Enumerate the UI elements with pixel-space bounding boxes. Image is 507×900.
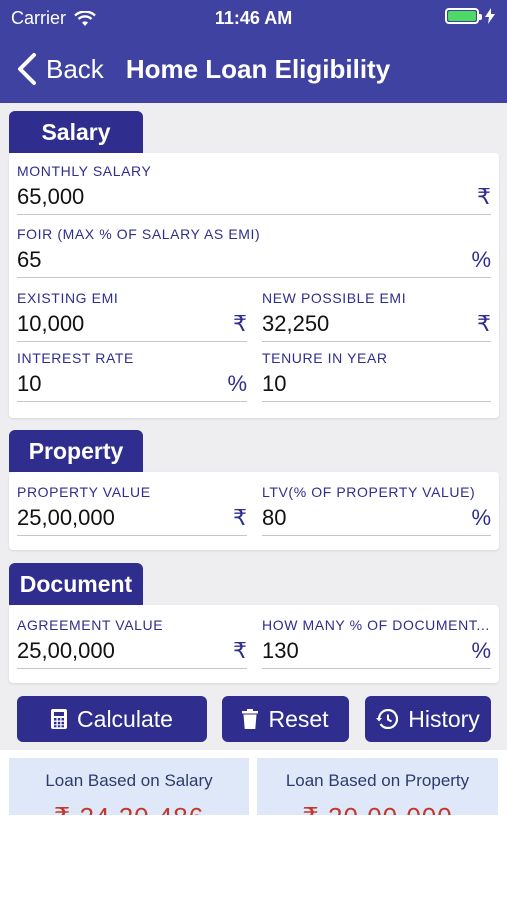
page-title: Home Loan Eligibility	[125, 53, 391, 84]
agreement-value-input[interactable]: 25,00,000	[17, 637, 115, 663]
charging-bolt-icon	[485, 8, 495, 24]
ltv-field[interactable]: LTV(% OF PROPERTY VALUE) 80 %	[262, 484, 491, 536]
percent-icon: %	[471, 504, 491, 530]
interest-rate-field[interactable]: INTEREST RATE 10 %	[17, 350, 247, 402]
status-time: 11:46 AM	[214, 8, 293, 28]
field-label: FOIR (MAX % OF SALARY AS EMI)	[17, 226, 261, 242]
tenure-field[interactable]: TENURE IN YEAR 10	[262, 350, 491, 402]
result-title: Loan Based on Salary	[45, 771, 213, 790]
monthly-salary-field[interactable]: MONTHLY SALARY 65,000 ₹	[17, 163, 491, 215]
property-value-field[interactable]: PROPERTY VALUE 25,00,000 ₹	[17, 484, 247, 536]
field-label: AGREEMENT VALUE	[17, 617, 164, 633]
property-card: PROPERTY VALUE 25,00,000 ₹ LTV(% OF PROP…	[9, 472, 499, 550]
field-label: TENURE IN YEAR	[262, 350, 388, 366]
field-label: INTEREST RATE	[17, 350, 134, 366]
field-label: PROPERTY VALUE	[17, 484, 151, 500]
existing-emi-input[interactable]: 10,000	[17, 310, 85, 336]
reset-button[interactable]: Reset	[222, 696, 349, 742]
tenure-input[interactable]: 10	[262, 370, 287, 396]
history-label: History	[408, 705, 480, 732]
result-value: ₹ 24,20,486	[9, 802, 249, 815]
monthly-salary-input[interactable]: 65,000	[17, 183, 85, 209]
field-label: HOW MANY % OF DOCUMENT...	[262, 617, 490, 633]
status-bar: Carrier 11:46 AM	[0, 0, 507, 36]
result-value: ₹ 20,00,000	[257, 802, 498, 815]
existing-emi-field[interactable]: EXISTING EMI 10,000 ₹	[17, 290, 247, 342]
foir-input[interactable]: 65	[17, 246, 42, 272]
new-possible-emi-field[interactable]: NEW POSSIBLE EMI 32,250 ₹	[262, 290, 491, 342]
percent-icon: %	[227, 370, 247, 396]
rupee-icon: ₹	[477, 183, 491, 209]
interest-rate-input[interactable]: 10	[17, 370, 42, 396]
result-card-salary: Loan Based on Salary ₹ 24,20,486	[9, 758, 249, 815]
agreement-value-field[interactable]: AGREEMENT VALUE 25,00,000 ₹	[17, 617, 247, 669]
back-button[interactable]: Back	[0, 51, 104, 87]
reset-label: Reset	[268, 705, 329, 732]
rupee-icon: ₹	[477, 310, 491, 336]
carrier-label: Carrier	[11, 8, 67, 28]
section-tab-salary: Salary	[9, 111, 143, 153]
result-title: Loan Based on Property	[285, 771, 470, 790]
rupee-icon: ₹	[233, 504, 247, 530]
back-label: Back	[46, 53, 104, 84]
document-card: AGREEMENT VALUE 25,00,000 ₹ HOW MANY % O…	[9, 605, 499, 683]
new-possible-emi-input[interactable]: 32,250	[262, 310, 330, 336]
header: Carrier 11:46 AM Back Home Loan Eligibil…	[0, 0, 507, 103]
field-label: NEW POSSIBLE EMI	[262, 290, 407, 306]
field-label: MONTHLY SALARY	[17, 163, 152, 179]
calculate-label: Calculate	[77, 705, 173, 732]
percent-icon: %	[471, 246, 491, 272]
document-percent-input[interactable]: 130	[262, 637, 299, 663]
calculator-icon	[51, 709, 68, 729]
result-card-property: Loan Based on Property ₹ 20,00,000	[257, 758, 498, 815]
wifi-icon	[74, 10, 96, 26]
document-percent-field[interactable]: HOW MANY % OF DOCUMENT... 130 %	[262, 617, 491, 669]
property-value-input[interactable]: 25,00,000	[17, 504, 115, 530]
section-tab-property: Property	[9, 430, 143, 472]
field-label: LTV(% OF PROPERTY VALUE)	[262, 484, 476, 500]
battery-status	[445, 8, 495, 24]
trash-icon	[242, 709, 259, 729]
percent-icon: %	[471, 637, 491, 663]
rupee-icon: ₹	[233, 310, 247, 336]
ltv-input[interactable]: 80	[262, 504, 287, 530]
history-icon	[376, 709, 399, 729]
salary-card: MONTHLY SALARY 65,000 ₹ FOIR (MAX % OF S…	[9, 153, 499, 418]
back-chevron-icon	[18, 53, 36, 85]
foir-field[interactable]: FOIR (MAX % OF SALARY AS EMI) 65 %	[17, 226, 491, 278]
field-label: EXISTING EMI	[17, 290, 119, 306]
history-button[interactable]: History	[365, 696, 491, 742]
battery-icon	[445, 8, 482, 24]
section-tab-document: Document	[9, 563, 143, 605]
rupee-icon: ₹	[233, 637, 247, 663]
carrier-info: Carrier	[11, 8, 96, 29]
results-area: Loan Based on Salary ₹ 24,20,486 Loan Ba…	[0, 750, 507, 815]
calculate-button[interactable]: Calculate	[17, 696, 207, 742]
navigation-bar: Back Home Loan Eligibility	[0, 45, 507, 93]
